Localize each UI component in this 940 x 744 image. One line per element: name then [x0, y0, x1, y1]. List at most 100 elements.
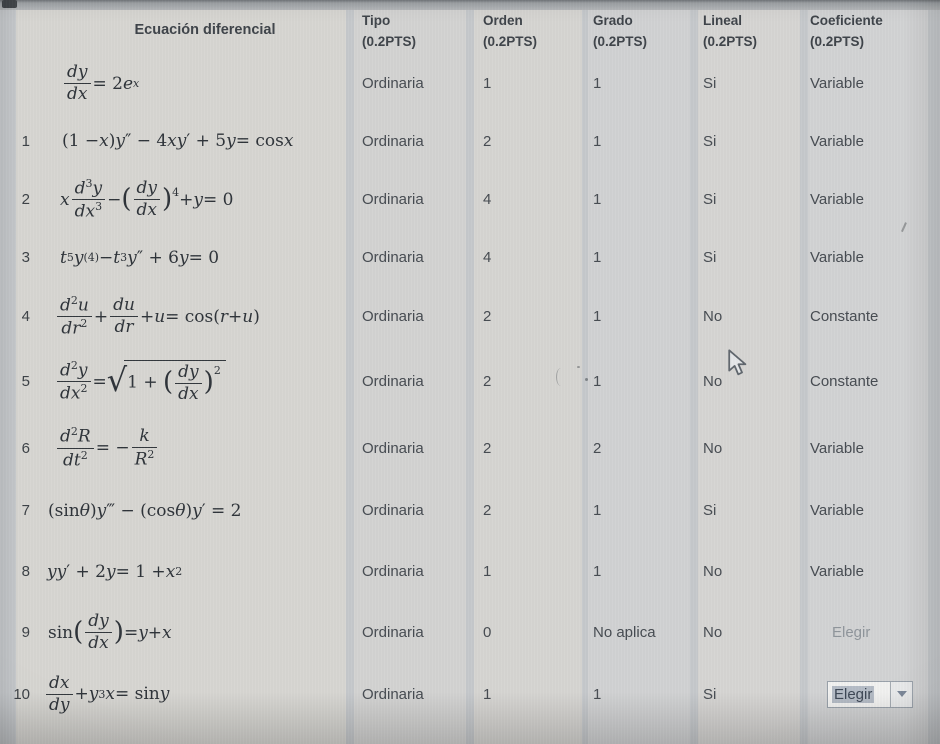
- coeficiente-answer: Variable: [810, 439, 864, 457]
- grado-column-panel: [588, 10, 690, 744]
- row-number: [4, 55, 30, 112]
- photo-artifact: [585, 378, 588, 381]
- coeficiente-answer[interactable]: Elegir: [827, 663, 913, 725]
- orden-answer: 1: [483, 563, 492, 580]
- table-row: 9 sin (dy dx) = y + x Ordinaria 0 No aplica No…: [0, 602, 940, 663]
- orden-answer: 2: [483, 502, 492, 519]
- lineal-answer: Si: [703, 249, 717, 266]
- differential-equation: d2u dr2 + du dr + u = cos(r + u): [40, 286, 260, 347]
- orden-answer: 2: [483, 439, 492, 457]
- equation-column-panel: [16, 10, 346, 744]
- differential-equation: x d3y dx3 − (dy dx) 4 + y = 0: [60, 176, 234, 222]
- grado-answer: No aplica: [593, 624, 656, 641]
- row-number: 5: [21, 373, 30, 390]
- grado-answer: 1: [593, 373, 602, 390]
- row-number: 8: [21, 563, 30, 580]
- orden-answer: 0: [483, 624, 492, 641]
- orden-answer: 4: [483, 191, 492, 208]
- row-number: 9: [21, 624, 30, 641]
- coeficiente-answer: Variable: [810, 563, 864, 580]
- table-row: 6 d2R dt2 = − k R2 Ordinaria 2 2 No Variable: [0, 416, 940, 480]
- coeficiente-answer[interactable]: Elegir: [832, 602, 870, 663]
- column-header-coeficiente: Coeficiente (0.2PTS): [810, 13, 883, 49]
- tipo-answer: Ordinaria: [362, 132, 424, 150]
- lineal-answer: Si: [703, 685, 717, 703]
- tipo-answer: Ordinaria: [362, 502, 424, 519]
- coeficiente-answer: Variable: [810, 75, 864, 92]
- grado-answer: 1: [593, 308, 602, 325]
- tipo-answer: Ordinaria: [362, 249, 424, 266]
- tipo-answer: Ordinaria: [362, 439, 424, 457]
- chevron-down-icon[interactable]: [890, 681, 912, 707]
- coeficiente-answer: Variable: [810, 502, 864, 519]
- tipo-answer: Ordinaria: [362, 308, 424, 325]
- row-number: 3: [21, 249, 30, 266]
- table-row: 7 (sin θ) y ‴ − (cos θ) y ′ = 2 Ordinaria 2 1 Si V…: [0, 480, 940, 541]
- grado-answer: 1: [593, 685, 602, 703]
- lineal-answer: Si: [703, 75, 717, 92]
- lineal-answer: No: [703, 373, 723, 390]
- differential-equation: (sin θ) y ‴ − (cos θ) y ′ = 2: [48, 500, 242, 521]
- top-edge-bar: [0, 0, 940, 10]
- grado-answer: 1: [593, 249, 602, 266]
- grado-answer: 1: [593, 191, 602, 208]
- coeficiente-dropdown-placeholder[interactable]: Elegir: [832, 624, 871, 641]
- lineal-answer: Si: [703, 191, 717, 208]
- row-number: 10: [13, 685, 30, 703]
- row-number: 6: [21, 439, 30, 457]
- orden-answer: 2: [483, 132, 492, 150]
- row-number: 2: [21, 191, 30, 208]
- grado-answer: 1: [593, 563, 602, 580]
- lineal-answer: No: [703, 624, 723, 641]
- browser-tab-fragment: [2, 0, 17, 8]
- differential-equation: sin (dy dx) = y + x: [48, 611, 172, 653]
- tipo-answer: Ordinaria: [362, 191, 424, 208]
- table-row: 2 x d3y dx3 − (dy dx) 4 + y = 0 Ordinaria 4 1 Si…: [0, 170, 940, 229]
- differential-equation: d2y dx2 = √ 1 + (dy dx)2: [40, 347, 226, 416]
- differential-equation: d2R dt2 = − k R2: [40, 416, 159, 480]
- table-row: 5 d2y dx2 = √ 1 + (dy dx)2 Ordinaria 2 1 No Const…: [0, 347, 940, 416]
- coeficiente-column-panel: [808, 10, 928, 744]
- lineal-answer: Si: [703, 132, 717, 150]
- row-number: 4: [21, 308, 30, 325]
- row-number: 1: [21, 132, 30, 150]
- tipo-answer: Ordinaria: [362, 624, 424, 641]
- orden-answer: 2: [483, 373, 492, 390]
- orden-answer: 1: [483, 75, 492, 92]
- column-header-grado: Grado (0.2PTS): [593, 13, 648, 49]
- mouse-cursor: [728, 349, 747, 376]
- coeficiente-dropdown[interactable]: Elegir: [827, 680, 913, 708]
- lineal-answer: No: [703, 439, 723, 457]
- row-number: 7: [21, 502, 30, 519]
- lineal-answer: No: [703, 308, 723, 325]
- equation-column-header: Ecuación diferencial: [134, 22, 276, 38]
- coeficiente-answer: Constante: [810, 308, 879, 325]
- tipo-answer: Ordinaria: [362, 685, 424, 703]
- orden-answer: 4: [483, 249, 492, 266]
- coeficiente-answer: Variable: [810, 191, 864, 208]
- orden-answer: 2: [483, 308, 492, 325]
- table-row: 4 d2u dr2 + du dr + u = cos(r + u) Ordinaria…: [0, 286, 940, 347]
- column-header-lineal: Lineal (0.2PTS): [703, 13, 758, 49]
- photo-artifact: [556, 368, 566, 386]
- grado-answer: 2: [593, 439, 602, 457]
- tipo-answer: Ordinaria: [362, 75, 424, 92]
- grado-answer: 1: [593, 502, 602, 519]
- lineal-column-panel: [698, 10, 800, 744]
- column-header-tipo: Tipo (0.2PTS): [362, 13, 417, 49]
- lineal-answer: No: [703, 563, 723, 580]
- tipo-column-panel: [354, 10, 466, 744]
- coeficiente-answer: Constante: [810, 373, 879, 390]
- tipo-answer: Ordinaria: [362, 373, 424, 390]
- table-row: dy dx = 2 e x Ordinaria 1 1 Si Variable: [0, 55, 940, 112]
- coeficiente-answer: Variable: [810, 132, 864, 150]
